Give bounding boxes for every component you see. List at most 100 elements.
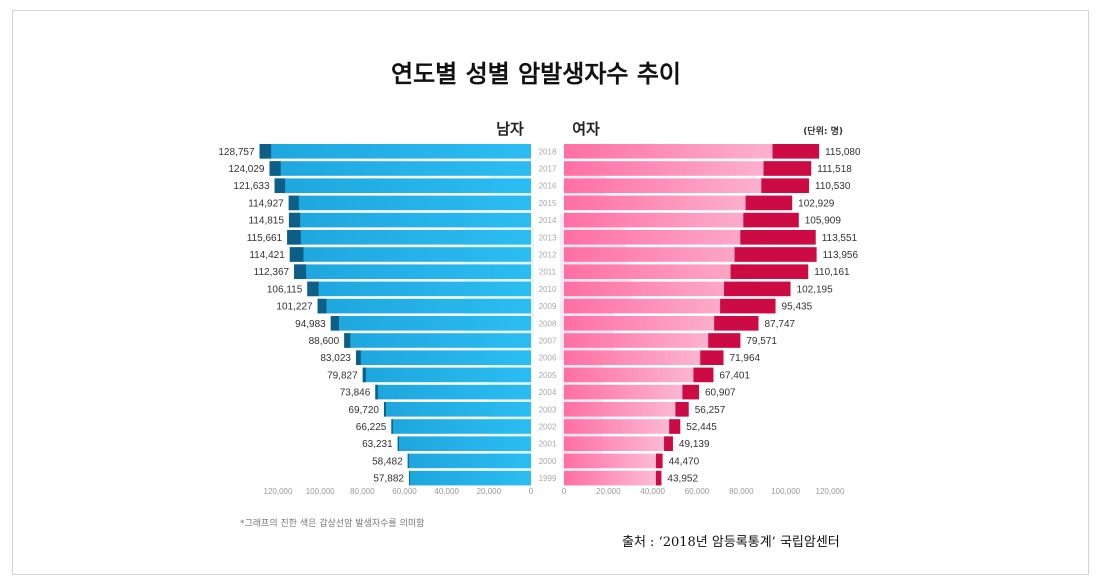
female-thyroid-bar-2007: [708, 333, 741, 348]
year-label-2006: 2006: [539, 354, 557, 363]
male-thyroid-bar-2008: [330, 316, 339, 331]
female-value-label-2000: 44,470: [669, 456, 700, 467]
left-tick-label: 20,000: [477, 487, 502, 496]
male-series: [259, 144, 531, 486]
female-thyroid-bar-2003: [675, 402, 689, 417]
male-thyroid-bar-2012: [289, 247, 304, 262]
left-tick-label: 80,000: [350, 487, 375, 496]
year-label-2016: 2016: [539, 182, 557, 191]
female-value-label-2006: 71,964: [730, 353, 761, 364]
year-label-2003: 2003: [539, 405, 557, 414]
year-axis: 2018 2017 2016 2015 2014 2013 2012 2011 2010 2009…: [539, 147, 557, 483]
male-value-label-2015: 114,927: [248, 198, 284, 209]
year-label-2013: 2013: [539, 233, 557, 242]
right-tick-label: 60,000: [685, 487, 710, 496]
x-axis-ticks: 120,000 100,000 80,000 60,000 40,000 20,000 0 0…: [264, 487, 845, 496]
right-tick-label: 120,000: [816, 487, 845, 496]
right-tick-label: 100,000: [771, 487, 800, 496]
year-label-1999: 1999: [539, 474, 557, 483]
female-thyroid-bar-2009: [720, 298, 776, 314]
right-tick-label: 0: [562, 487, 567, 496]
male-bar-2003: [384, 402, 531, 417]
male-thyroid-bar-2005: [362, 367, 366, 383]
male-thyroid-bar-2013: [287, 230, 301, 245]
female-bar-2006: [564, 350, 724, 365]
female-value-label-1999: 43,952: [667, 474, 698, 485]
left-tick-label: 120,000: [264, 487, 293, 496]
male-value-label-2008: 94,983: [295, 319, 326, 330]
male-value-label-2000: 58,482: [372, 456, 403, 467]
male-value-label-2016: 121,633: [233, 181, 270, 192]
female-value-label-2016: 110,530: [815, 181, 851, 192]
female-value-label-2011: 110,161: [814, 267, 850, 278]
year-label-2014: 2014: [539, 216, 557, 225]
female-value-label-2017: 111,518: [817, 164, 852, 175]
year-label-2015: 2015: [539, 199, 557, 208]
male-thyroid-bar-2004: [375, 384, 378, 400]
female-bar-2001: [564, 436, 673, 451]
year-label-2000: 2000: [539, 457, 557, 466]
male-value-label-2009: 101,227: [276, 302, 313, 313]
male-value-label-2002: 66,225: [356, 422, 387, 433]
female-value-label-2012: 113,956: [823, 250, 859, 261]
left-tick-label: 60,000: [392, 487, 417, 496]
female-thyroid-bar-2016: [761, 178, 810, 193]
male-bar-2011: [294, 264, 531, 279]
male-bar-2009: [317, 298, 531, 314]
year-label-2005: 2005: [539, 371, 557, 380]
female-thyroid-bar-2012: [734, 247, 817, 262]
female-value-label-2010: 102,195: [797, 284, 834, 295]
legend-female-label: 여자: [572, 120, 600, 138]
male-bar-2004: [375, 384, 531, 400]
female-value-label-2009: 95,435: [782, 302, 813, 313]
female-bar-2014: [564, 212, 799, 228]
year-label-2018: 2018: [539, 147, 557, 156]
year-label-2002: 2002: [539, 423, 557, 432]
left-tick-label: 100,000: [306, 487, 335, 496]
female-value-label-2014: 105,909: [805, 216, 842, 227]
male-value-label-2017: 124,029: [228, 164, 265, 175]
male-thyroid-bar-2014: [288, 212, 301, 228]
year-label-2004: 2004: [539, 388, 557, 397]
female-thyroid-bar-2000: [655, 453, 663, 469]
male-value-label-2005: 79,827: [327, 370, 358, 381]
female-value-label-2007: 79,571: [746, 336, 777, 347]
male-value-label-2003: 69,720: [348, 405, 379, 416]
male-bar-2000: [407, 453, 531, 469]
male-value-label-2001: 63,231: [362, 439, 393, 450]
chart-frame: [12, 10, 1089, 575]
right-tick-label: 40,000: [640, 487, 665, 496]
female-thyroid-bar-2001: [664, 436, 673, 451]
male-thyroid-bar-2015: [288, 195, 299, 211]
male-bar-2002: [391, 419, 531, 434]
female-value-label-2003: 56,257: [695, 405, 726, 416]
male-value-label-2004: 73,846: [340, 388, 371, 399]
female-bar-2007: [564, 333, 741, 348]
male-value-label-2014: 114,815: [249, 216, 285, 227]
male-thyroid-bar-2018: [259, 144, 272, 159]
male-bar-2018: [259, 144, 531, 159]
male-value-label-1999: 57,882: [373, 474, 404, 485]
female-bar-1999: [564, 470, 662, 486]
male-thyroid-bar-1999: [408, 470, 410, 486]
male-bar-2007: [344, 333, 531, 348]
legend-male-label: 남자: [496, 120, 524, 138]
source-note: 출처 : ‘2018년 암등록통계’ 국립암센터: [622, 535, 840, 550]
female-thyroid-bar-2006: [700, 350, 724, 365]
male-bar-2016: [274, 178, 531, 193]
male-value-label-2011: 112,367: [254, 267, 290, 278]
male-thyroid-bar-2006: [355, 350, 361, 365]
female-value-label-2008: 87,747: [765, 319, 796, 330]
female-thyroid-bar-2008: [714, 316, 759, 331]
female-thyroid-bar-2004: [682, 384, 700, 400]
female-bar-2002: [564, 419, 681, 434]
male-value-label-2018: 128,757: [218, 147, 255, 158]
left-tick-label: 0: [529, 487, 534, 496]
female-thyroid-bar-2013: [740, 230, 816, 245]
male-bar-2001: [397, 436, 531, 451]
male-thyroid-bar-2010: [307, 281, 319, 297]
female-thyroid-bar-1999: [655, 470, 662, 486]
female-thyroid-bar-2005: [693, 367, 714, 383]
male-bar-2006: [355, 350, 531, 365]
